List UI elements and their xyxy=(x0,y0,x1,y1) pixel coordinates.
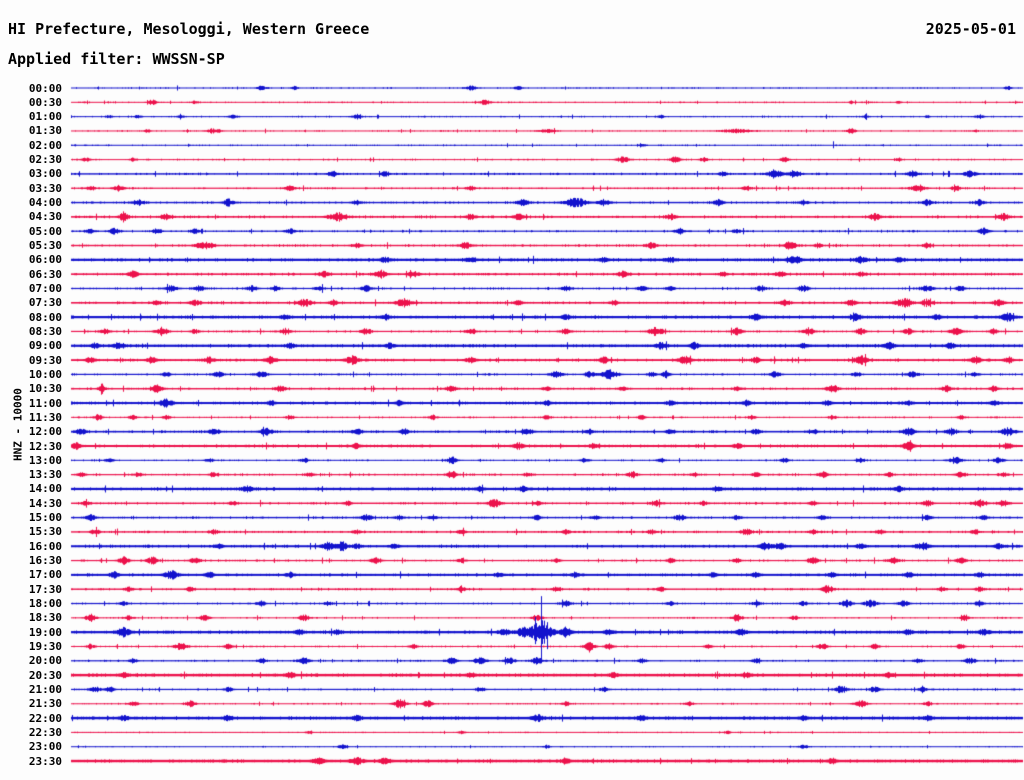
time-label: 16:00 xyxy=(28,539,62,553)
time-label: 15:00 xyxy=(28,511,62,525)
time-label: 08:30 xyxy=(28,324,62,338)
time-label: 02:30 xyxy=(28,153,62,167)
time-label: 00:00 xyxy=(28,81,62,95)
time-label: 21:00 xyxy=(28,682,62,696)
time-label: 16:30 xyxy=(28,554,62,568)
time-label: 10:30 xyxy=(28,382,62,396)
time-label: 20:00 xyxy=(28,654,62,668)
time-label: 12:00 xyxy=(28,425,62,439)
time-label: 11:00 xyxy=(28,396,62,410)
time-label: 06:30 xyxy=(28,267,62,281)
time-label: 23:00 xyxy=(28,740,62,754)
time-label: 04:00 xyxy=(28,196,62,210)
time-label: 13:00 xyxy=(28,453,62,467)
time-label: 22:00 xyxy=(28,711,62,725)
time-label: 17:00 xyxy=(28,568,62,582)
time-label: 07:30 xyxy=(28,296,62,310)
time-label: 03:00 xyxy=(28,167,62,181)
time-label: 19:30 xyxy=(28,639,62,653)
time-label: 14:00 xyxy=(28,482,62,496)
time-label: 04:30 xyxy=(28,210,62,224)
time-label: 18:00 xyxy=(28,597,62,611)
time-label: 21:30 xyxy=(28,697,62,711)
time-label: 02:00 xyxy=(28,138,62,152)
time-label: 19:00 xyxy=(28,625,62,639)
time-label: 05:30 xyxy=(28,239,62,253)
time-label: 17:30 xyxy=(28,582,62,596)
time-label: 22:30 xyxy=(28,725,62,739)
time-label: 01:00 xyxy=(28,110,62,124)
time-label: 05:00 xyxy=(28,224,62,238)
time-label: 09:00 xyxy=(28,339,62,353)
time-label: 12:30 xyxy=(28,439,62,453)
time-label: 10:00 xyxy=(28,367,62,381)
time-label: 06:00 xyxy=(28,253,62,267)
time-label: 13:30 xyxy=(28,468,62,482)
time-label: 11:30 xyxy=(28,410,62,424)
time-label: 18:30 xyxy=(28,611,62,625)
time-label: 07:00 xyxy=(28,281,62,295)
time-label: 01:30 xyxy=(28,124,62,138)
time-label: 23:30 xyxy=(28,754,62,768)
time-label: 15:30 xyxy=(28,525,62,539)
time-label: 20:30 xyxy=(28,668,62,682)
time-label: 09:30 xyxy=(28,353,62,367)
time-label: 14:30 xyxy=(28,496,62,510)
time-label: 08:00 xyxy=(28,310,62,324)
time-label: 00:30 xyxy=(28,95,62,109)
time-label: 03:30 xyxy=(28,181,62,195)
